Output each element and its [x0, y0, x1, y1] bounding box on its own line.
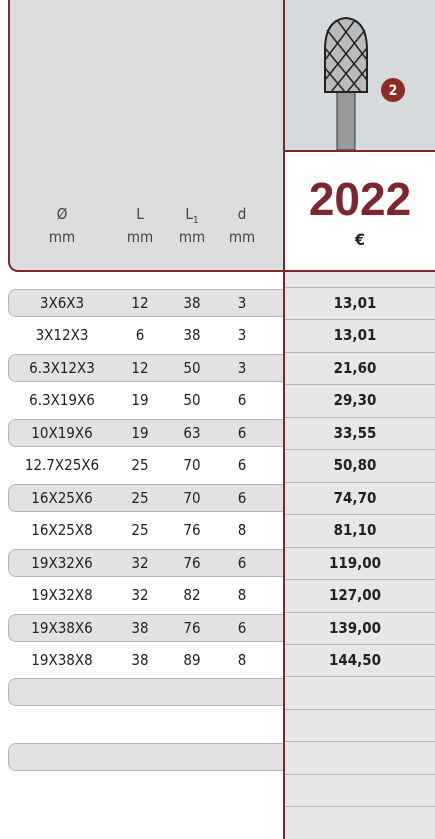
- column-unit: mm: [217, 228, 267, 246]
- price-cell: 33,55: [320, 424, 390, 442]
- row-separator: [285, 612, 435, 613]
- price-cell: 119,00: [320, 554, 390, 572]
- table-cell: 3X6X3: [12, 294, 112, 312]
- burr-drawing: 2: [285, 0, 435, 150]
- row-separator: [285, 774, 435, 775]
- row-separator: [285, 287, 435, 288]
- row-band: [8, 743, 283, 771]
- page: 2 2022 € (() => { const data = JSON.pars…: [0, 0, 435, 839]
- table-cell: 8: [207, 651, 277, 669]
- table-cell: 3: [207, 294, 277, 312]
- table-cell: 6.3X12X3: [12, 359, 112, 377]
- price-cell: 29,30: [320, 391, 390, 409]
- table-cell: 3X12X3: [12, 326, 112, 344]
- badge: 2: [389, 83, 398, 99]
- price-cell: 144,50: [320, 651, 390, 669]
- price-cell: 50,80: [320, 456, 390, 474]
- table-cell: 6: [207, 489, 277, 507]
- row-separator: [285, 449, 435, 450]
- column-symbol: L1: [167, 205, 217, 226]
- column-symbol: L: [115, 205, 165, 223]
- row-separator: [285, 352, 435, 353]
- table-cell: 6: [207, 456, 277, 474]
- row-separator: [285, 384, 435, 385]
- price-cell: 81,10: [320, 521, 390, 539]
- price-cell: 21,60: [320, 359, 390, 377]
- column-unit: mm: [37, 228, 87, 246]
- table-cell: 6: [207, 391, 277, 409]
- table-cell: 6: [207, 619, 277, 637]
- table-cell: 6.3X19X6: [12, 391, 112, 409]
- row-separator: [285, 579, 435, 580]
- currency: €: [285, 230, 435, 249]
- table-cell: 16X25X8: [12, 521, 112, 539]
- table-cell: 19X38X6: [12, 619, 112, 637]
- subscript: 1: [193, 215, 199, 226]
- table-cell: 19X32X8: [12, 586, 112, 604]
- product-image: 2: [285, 0, 435, 150]
- column-unit: mm: [167, 228, 217, 246]
- table-cell: 6: [207, 554, 277, 572]
- table-cell: 3: [207, 359, 277, 377]
- row-separator: [285, 547, 435, 548]
- row-separator: [285, 676, 435, 677]
- row-separator: [285, 741, 435, 742]
- table-cell: 3: [207, 326, 277, 344]
- table-cell: 6: [207, 424, 277, 442]
- column-symbol: Ø: [37, 205, 87, 223]
- row-separator: [285, 319, 435, 320]
- table-cell: 10X19X6: [12, 424, 112, 442]
- row-separator: [285, 482, 435, 483]
- column-symbol: d: [217, 205, 267, 223]
- row-separator: [285, 514, 435, 515]
- year: 2022: [285, 172, 435, 226]
- price-cell: 127,00: [320, 586, 390, 604]
- table-cell: 8: [207, 586, 277, 604]
- row-separator: [285, 644, 435, 645]
- table-cell: 8: [207, 521, 277, 539]
- table-cell: 12.7X25X6: [12, 456, 112, 474]
- price-cell: 139,00: [320, 619, 390, 637]
- table-cell: 19X38X8: [12, 651, 112, 669]
- row-separator: [285, 806, 435, 807]
- price-cell: 13,01: [320, 294, 390, 312]
- row-separator: [285, 709, 435, 710]
- table-cell: 19X32X6: [12, 554, 112, 572]
- row-separator: [285, 417, 435, 418]
- table-cell: 16X25X6: [12, 489, 112, 507]
- price-cell: 74,70: [320, 489, 390, 507]
- row-band: [8, 678, 283, 706]
- column-unit: mm: [115, 228, 165, 246]
- price-cell: 13,01: [320, 326, 390, 344]
